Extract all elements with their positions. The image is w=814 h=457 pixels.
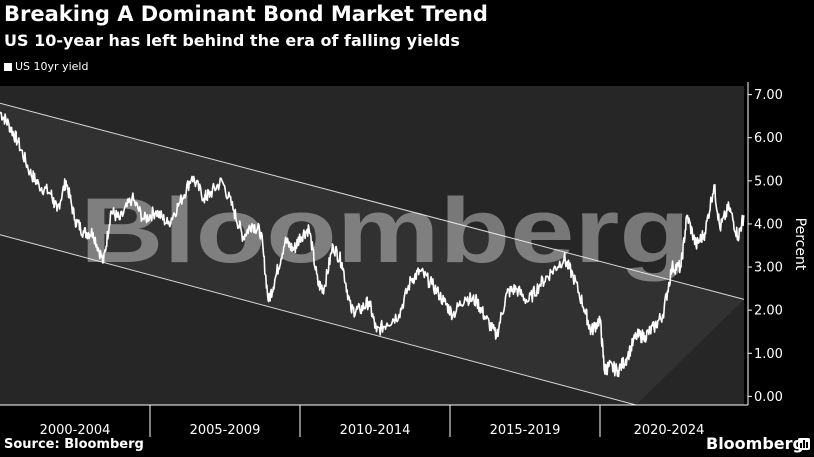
y-tick-label: 0.00: [754, 390, 783, 405]
x-tick-label: 2000-2004: [40, 423, 111, 438]
chart-title: Breaking A Dominant Bond Market Trend: [4, 2, 488, 26]
x-tick-label: 2015-2019: [490, 423, 561, 438]
y-tick-label: 4.00: [754, 217, 783, 232]
y-tick-label: 2.00: [754, 304, 783, 319]
y-tick-label: 1.00: [754, 347, 783, 362]
source-note: Source: Bloomberg: [4, 437, 144, 452]
y-axis-label: Percent: [792, 218, 808, 271]
y-tick-label: 6.00: [754, 131, 783, 146]
series-line-us-10yr-yield: [0, 111, 745, 378]
legend-swatch: [4, 62, 12, 71]
watermark: Bloomberg: [80, 180, 690, 282]
x-tick-label: 2020-2024: [634, 423, 705, 438]
y-tick-label: 5.00: [754, 174, 783, 189]
legend-label: US 10yr yield: [15, 60, 89, 73]
x-tick-label: 2005-2009: [190, 423, 261, 438]
brand-logo: Bloomberg: [706, 434, 804, 453]
legend: US 10yr yield: [4, 60, 88, 73]
chart-subtitle: US 10-year has left behind the era of fa…: [4, 31, 460, 50]
y-tick-label: 3.00: [754, 261, 783, 276]
trend-channel-lower: [0, 234, 637, 406]
y-tick-label: 7.00: [754, 88, 783, 103]
trend-channel-upper: [0, 102, 745, 300]
x-tick-label: 2010-2014: [340, 423, 411, 438]
trend-channel-fill: [0, 103, 744, 406]
bar-chart-icon: [798, 438, 810, 450]
